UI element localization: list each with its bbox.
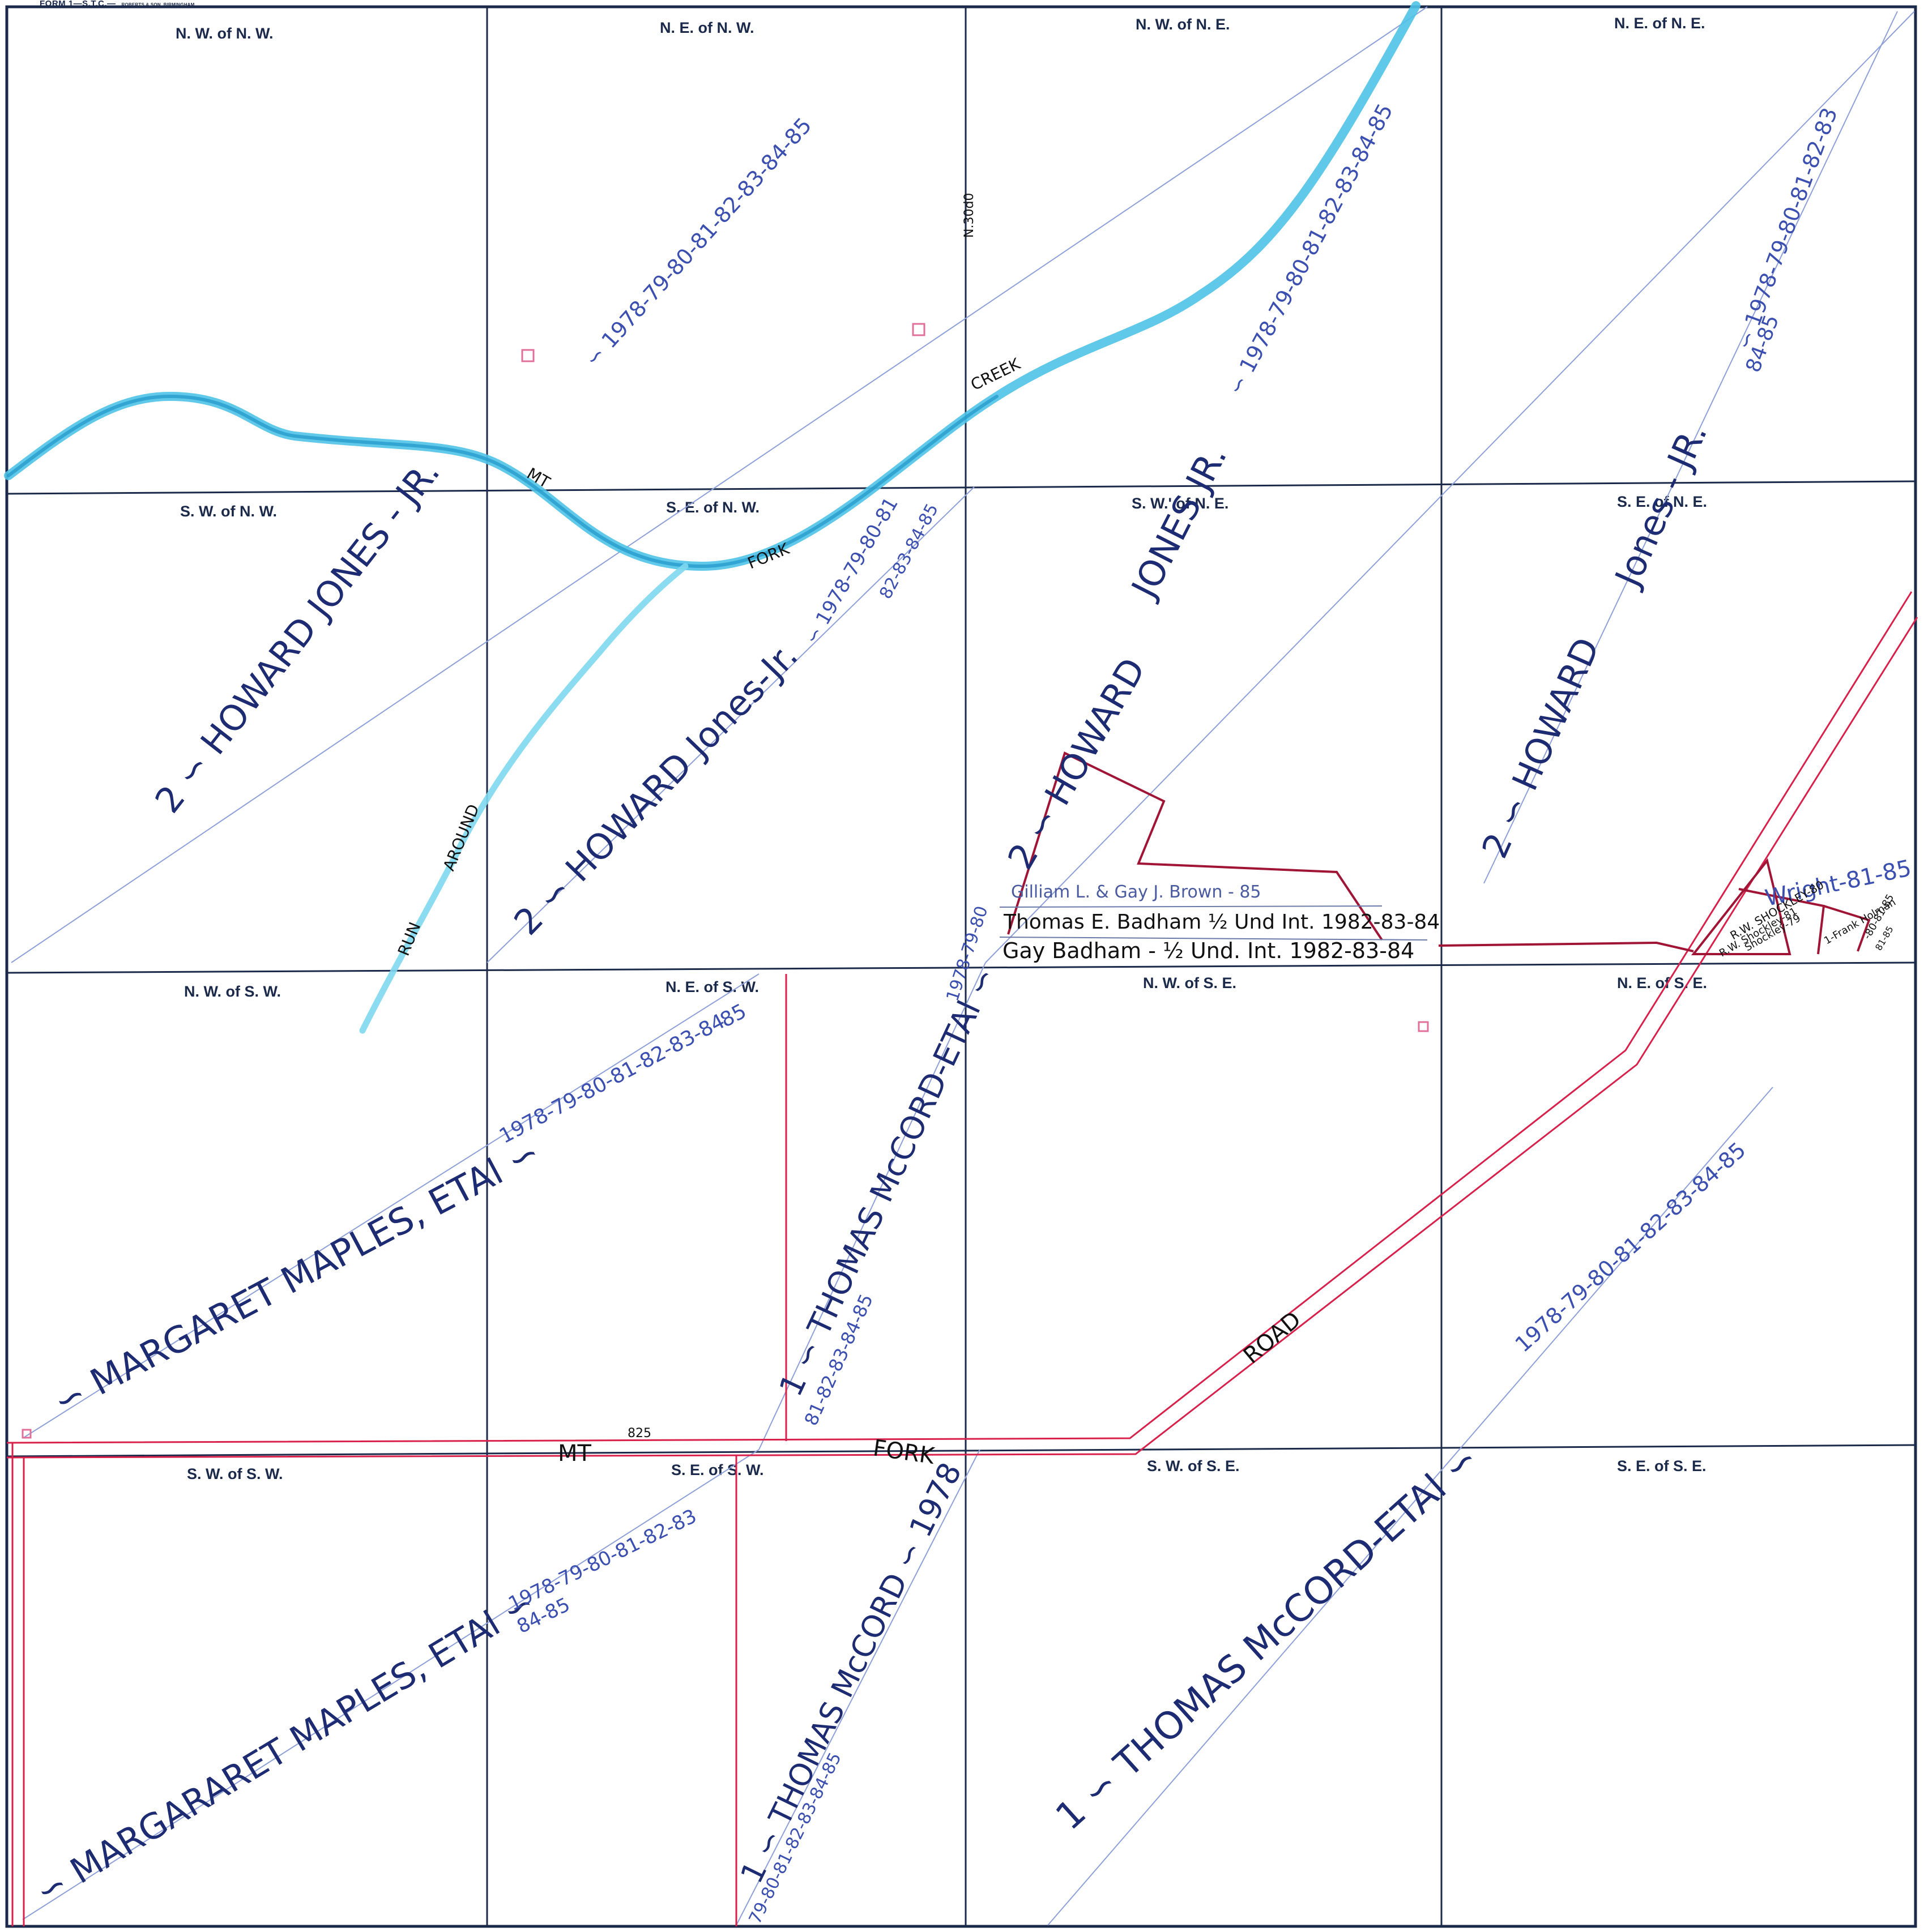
road-label: ROAD <box>1239 1306 1306 1369</box>
fork-label: FORK <box>745 539 792 572</box>
parcel-divider <box>999 905 1383 908</box>
owner-jones-jr: JONES JR. <box>1123 439 1235 606</box>
owner-margaret-maples: ∽ MARGARARET MAPLES, ETAl ∽ <box>28 1581 541 1912</box>
parcel-divider <box>999 937 1428 941</box>
map-border <box>5 5 1917 1928</box>
quarter-label: N. E. of N. E. <box>1614 15 1705 32</box>
owner-thomas-mccord: 1 ∽ THOMAS McCORD-ETAl ∽ <box>1047 1437 1487 1839</box>
quarter-label: N. E. of N. W. <box>660 19 754 36</box>
quarter-label: N. E. of S. W. <box>665 978 759 995</box>
owner-thomas-mccord: 1 ∽ THOMAS McCORD ∽ 1978 <box>733 1457 969 1888</box>
quarter-label: N. W. of S. W. <box>184 983 281 1000</box>
quarter-label: N. E. of S. E. <box>1617 974 1707 991</box>
parcel-badham-thomas: Thomas E. Badham ½ Und Int. 1982-83-84 <box>1003 911 1440 934</box>
mt-label: MT <box>558 1441 592 1467</box>
quarter-label: S. W. of S. W. <box>187 1465 283 1482</box>
ownership-lines <box>11 6 1915 1926</box>
owner-years: ∽ 1978-79-80-81-82-83-84-85 <box>580 113 817 371</box>
owner-years: ∽ 1978-79-80-81-82-83-84-85 <box>1223 100 1398 399</box>
quarter-label: N. W. of S. E. <box>1143 974 1236 991</box>
owner-years: 1978-79-80-81-82-83-84-85 <box>1511 1138 1751 1357</box>
elevation-label: 825 <box>628 1426 651 1441</box>
quarter-label: N. W. of N. E. <box>1136 16 1230 33</box>
owner-years: 1978-79-80-81-82-83-84 <box>496 1010 729 1148</box>
around-label: AROUND <box>440 802 483 874</box>
quarter-label: S. E. of S. E. <box>1617 1457 1707 1474</box>
owner-thomas-mccord: 1 ∽ THOMAS McCORD-ETAl ∽ <box>773 962 1004 1402</box>
owner-howard: 2 ∽ HOWARD <box>1000 651 1154 877</box>
quarter-label: S. W.' of N. E. <box>1132 495 1228 512</box>
quarter-label: S. W. of S. E. <box>1147 1457 1240 1474</box>
owner-howard-jones: 2 ∽ HOWARD Jones-Jr. <box>506 635 806 943</box>
owner-howard: 2 ∽ HOWARD <box>1474 631 1607 864</box>
quarter-label: S. W. of N. W. <box>180 503 277 520</box>
parcel-badham-gay: Gay Badham - ½ Und. Int. 1982-83-84 <box>1002 938 1414 963</box>
owner-labels: 2 ∽ HOWARD JONES - JR. ∽ 1978-79-80-81-8… <box>28 100 1842 1927</box>
owner-margaret-maples: ∽ MARGARET MAPLES, ETAl ∽ <box>47 1131 547 1424</box>
road <box>6 591 1918 1926</box>
parcel-brown: Gilliam L. & Gay J. Brown - 85 <box>1011 882 1261 902</box>
corner-markers <box>22 323 1429 1439</box>
creek <box>4 1 1420 1034</box>
fork-label: FORK <box>872 1435 937 1469</box>
quarter-label: S. E. of N. W. <box>666 499 760 516</box>
parcel-notes: Gilliam L. & Gay J. Brown - 85 Thomas E.… <box>1002 855 1914 963</box>
quarter-grid <box>6 7 1916 1926</box>
quarter-label: N. W. of N. W. <box>176 25 273 42</box>
mt-label: MT <box>524 464 554 492</box>
quarter-labels: N. W. of N. W. N. E. of N. W. N. W. of N… <box>176 15 1707 1482</box>
run-label: RUN <box>394 920 424 959</box>
form-publisher: ROBERTS & SON, BIRMINGHAM <box>121 2 195 7</box>
parcel-boundaries <box>1007 751 1871 955</box>
owner-years: 1978-79-80-81-82-83 <box>505 1504 700 1615</box>
north-note: N.30d0 <box>962 193 976 238</box>
